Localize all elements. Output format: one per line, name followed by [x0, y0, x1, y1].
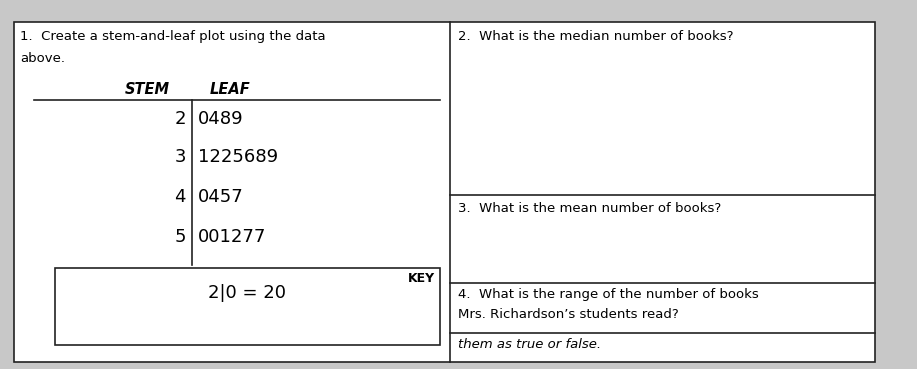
Text: STEM: STEM: [125, 82, 170, 97]
Text: 1.  Create a stem-and-leaf plot using the data: 1. Create a stem-and-leaf plot using the…: [20, 30, 326, 43]
Text: them as true or false.: them as true or false.: [458, 338, 602, 351]
Text: 4.  What is the range of the number of books: 4. What is the range of the number of bo…: [458, 288, 758, 301]
Text: KEY: KEY: [408, 272, 435, 285]
Text: 3.  What is the mean number of books?: 3. What is the mean number of books?: [458, 202, 722, 215]
Text: 3: 3: [174, 148, 186, 166]
Text: 5: 5: [174, 228, 186, 246]
Text: 4: 4: [174, 188, 186, 206]
Bar: [55, 268, 440, 345]
Text: 1225689: 1225689: [198, 148, 278, 166]
Text: above.: above.: [20, 52, 65, 65]
Text: 0457: 0457: [198, 188, 244, 206]
Text: Mrs. Richardson’s students read?: Mrs. Richardson’s students read?: [458, 308, 679, 321]
Text: 0489: 0489: [198, 110, 244, 128]
Text: LEAF: LEAF: [210, 82, 250, 97]
Text: 2: 2: [174, 110, 186, 128]
Text: 2.  What is the median number of books?: 2. What is the median number of books?: [458, 30, 734, 43]
Text: 2|0 = 20: 2|0 = 20: [208, 284, 286, 302]
Text: 001277: 001277: [198, 228, 266, 246]
